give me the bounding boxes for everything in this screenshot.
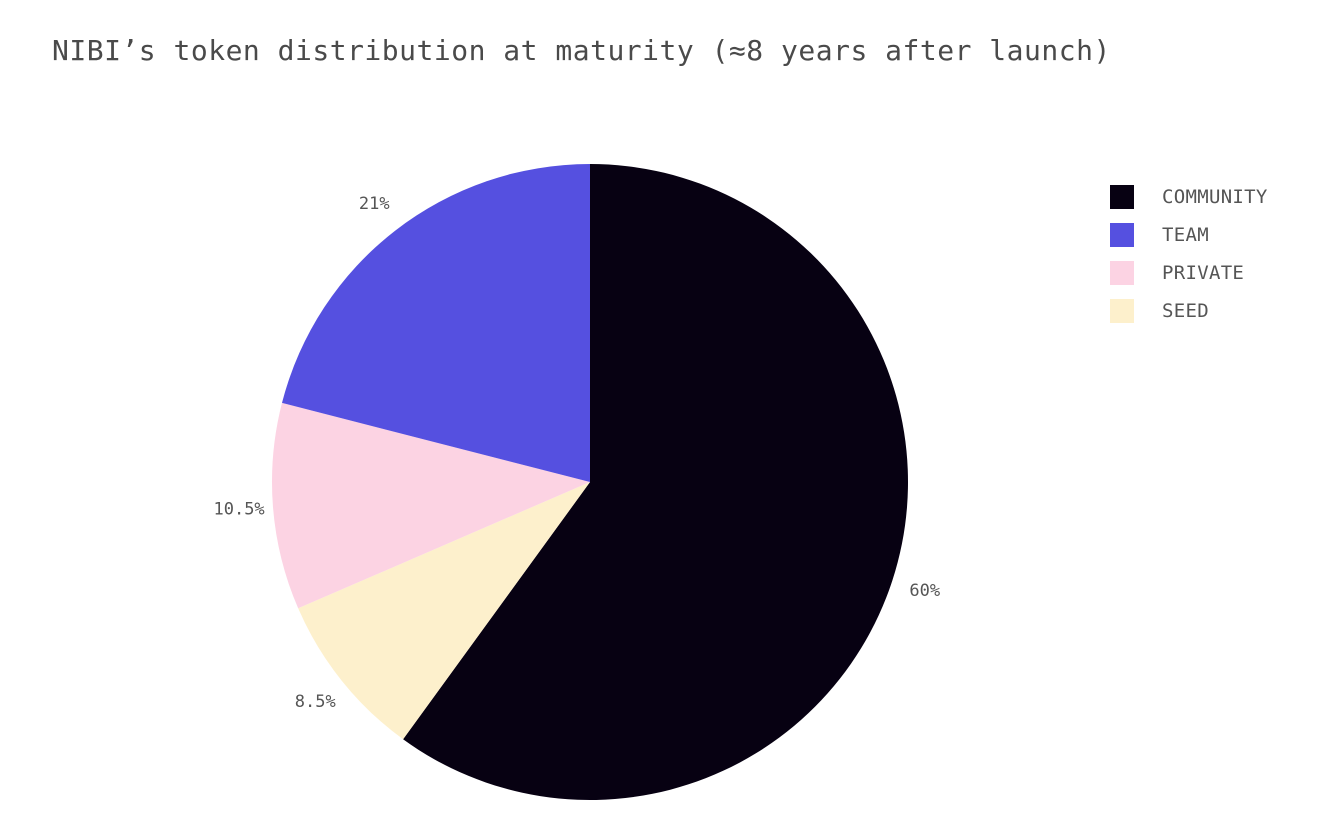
pie-slice-seed[interactable] [298, 482, 590, 740]
data-label-private: 10.5% [213, 500, 264, 520]
legend-item-community[interactable]: COMMUNITY [1110, 178, 1268, 216]
legend-item-private[interactable]: PRIVATE [1110, 254, 1268, 292]
legend-item-team[interactable]: TEAM [1110, 216, 1268, 254]
legend-label: COMMUNITY [1162, 186, 1268, 208]
legend-swatch [1110, 223, 1134, 247]
pie-slices [271, 163, 908, 800]
legend-swatch [1110, 261, 1134, 285]
pie-slice-community[interactable] [403, 164, 908, 800]
pie-slice-private[interactable] [271, 402, 590, 609]
data-label-team: 21% [359, 194, 390, 214]
legend-item-seed[interactable]: SEED [1110, 292, 1268, 330]
pie-slice-team[interactable] [281, 163, 590, 483]
chart-title: NIBI’s token distribution at maturity (≈… [52, 34, 1111, 67]
legend-swatch [1110, 185, 1134, 209]
data-label-community: 60% [909, 581, 940, 601]
legend-swatch [1110, 299, 1134, 323]
legend-label: SEED [1162, 300, 1209, 322]
pie-labels: 60% 8.5% 10.5% 21% [213, 194, 940, 712]
data-label-seed: 8.5% [295, 692, 336, 712]
legend-label: PRIVATE [1162, 262, 1245, 284]
legend: COMMUNITY TEAM PRIVATE SEED [1110, 178, 1268, 330]
legend-label: TEAM [1162, 224, 1209, 246]
